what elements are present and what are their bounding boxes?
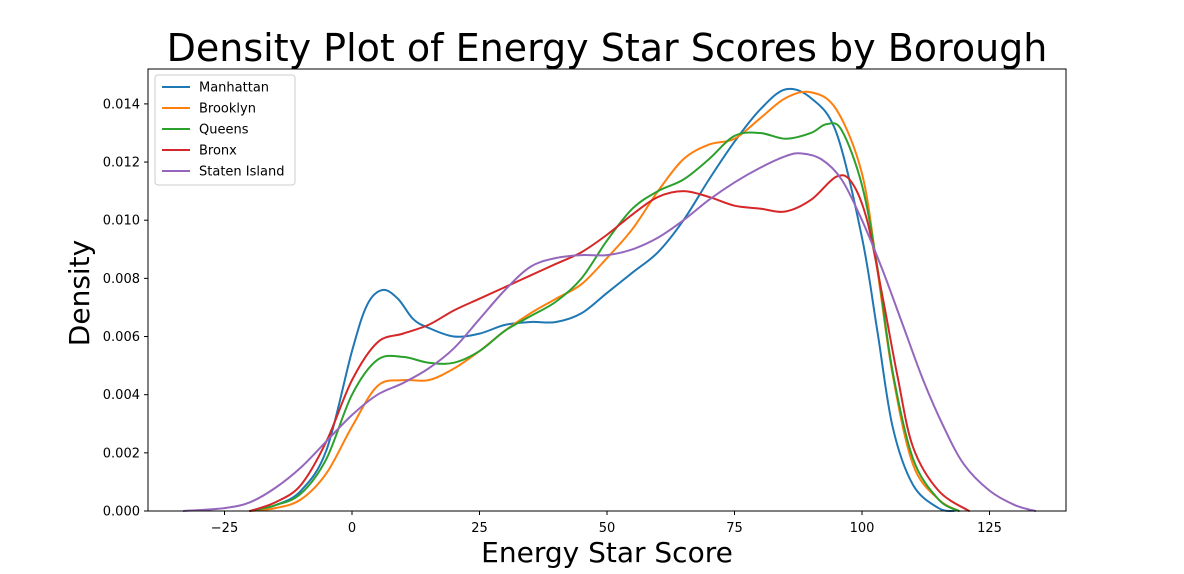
y-tick-label: 0.006 <box>103 330 140 345</box>
legend-label-staten-island: Staten Island <box>199 165 284 180</box>
legend: Manhattan Brooklyn Queens Bronx Staten Islan… <box>154 74 296 186</box>
legend-label-brooklyn: Brooklyn <box>199 102 256 117</box>
x-tick-label: 75 <box>726 521 743 536</box>
legend-label-bronx: Bronx <box>199 144 237 159</box>
x-axis-label: Energy Star Score <box>481 536 733 569</box>
axes: −25 0 25 50 75 100 125 0.000 0.002 0.004 0.006 0.00… <box>103 68 1067 536</box>
y-tick-label: 0.010 <box>103 214 140 229</box>
legend-label-manhattan: Manhattan <box>199 81 269 96</box>
y-tick-label: 0.008 <box>103 272 140 287</box>
y-tick-label: 0.012 <box>103 156 140 171</box>
series-line-queens <box>249 122 960 512</box>
x-tick-label: 25 <box>471 521 488 536</box>
plot-area <box>182 87 1037 513</box>
series-line-staten-island <box>182 152 1037 512</box>
x-tick-label: 125 <box>977 521 1002 536</box>
series-line-bronx <box>249 174 971 512</box>
y-axis-label: Density <box>63 240 96 346</box>
chart-title: Density Plot of Energy Star Scores by Bo… <box>167 26 1048 70</box>
x-tick-label: 50 <box>599 521 616 536</box>
x-tick-label: 100 <box>850 521 875 536</box>
legend-label-queens: Queens <box>199 123 249 138</box>
series-line-manhattan <box>249 87 955 513</box>
x-tick-label: −25 <box>211 521 238 536</box>
y-tick-label: 0.000 <box>103 505 140 520</box>
x-tick-label: 0 <box>348 521 356 536</box>
y-tick-label: 0.002 <box>103 446 140 461</box>
y-tick-label: 0.014 <box>103 97 140 112</box>
y-tick-label: 0.004 <box>103 388 140 403</box>
legend-box <box>154 74 296 186</box>
